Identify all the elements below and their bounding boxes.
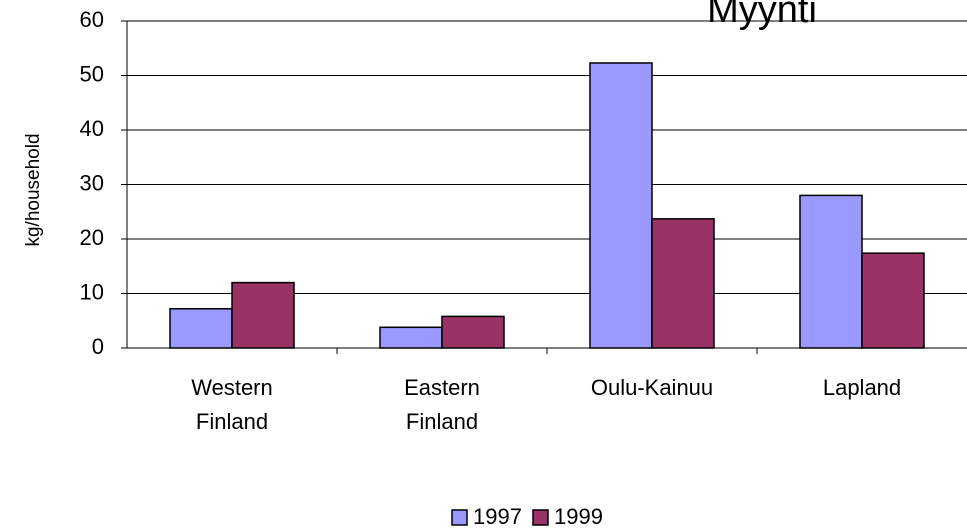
x-tick-label: Oulu-Kainuu	[591, 375, 713, 400]
legend-label: 1997	[473, 504, 522, 529]
bar	[799, 194, 863, 349]
bar	[651, 218, 715, 349]
y-tick-label: 50	[80, 61, 104, 86]
bar	[169, 308, 233, 349]
y-tick-label: 60	[80, 7, 104, 32]
legend-swatch	[451, 509, 468, 526]
y-tick-label: 10	[80, 279, 104, 304]
bar	[379, 326, 443, 349]
x-tick-label: Eastern Finland	[404, 375, 480, 434]
chart-title: Myynti	[707, 0, 817, 31]
x-tick-label: Lapland	[823, 375, 901, 400]
bar	[861, 252, 925, 349]
y-tick-label: 40	[80, 116, 104, 141]
bar	[231, 281, 295, 349]
legend-label: 1999	[554, 504, 603, 529]
bar	[589, 62, 653, 349]
y-axis-label: kg/household	[23, 133, 44, 246]
y-tick-label: 20	[80, 225, 104, 250]
legend-swatch	[532, 509, 549, 526]
bar	[441, 315, 505, 349]
x-tick-label: Western Finland	[191, 375, 273, 434]
y-tick-label: 0	[92, 334, 104, 359]
y-tick-label: 30	[80, 170, 104, 195]
